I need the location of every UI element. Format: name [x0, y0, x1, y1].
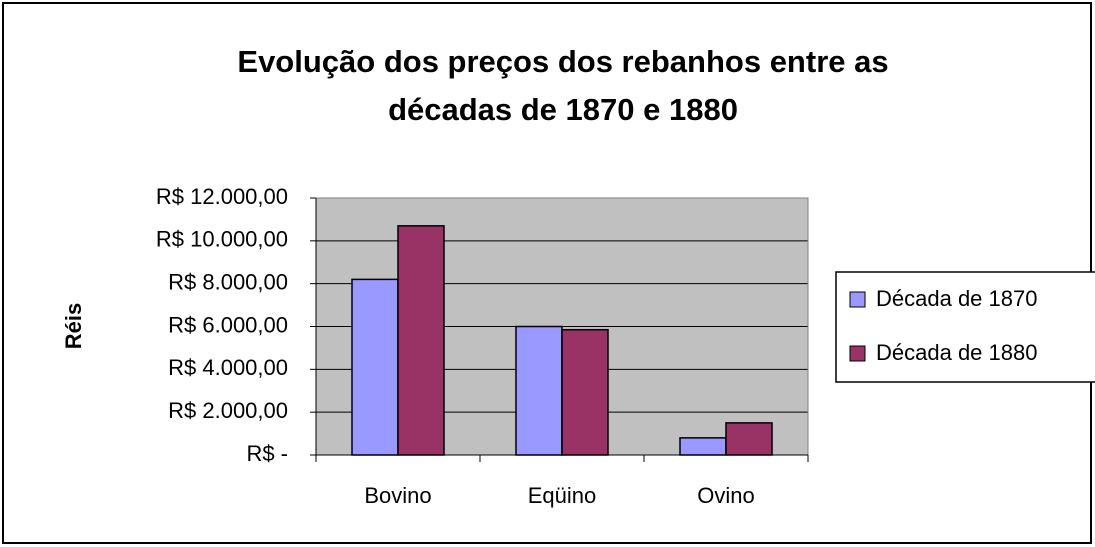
y-tick-label: R$ 10.000,00	[156, 227, 288, 252]
bar	[397, 225, 445, 456]
bar	[351, 278, 399, 456]
bar	[679, 437, 727, 456]
legend-label: Década de 1880	[876, 340, 1037, 365]
y-tick-label: R$ 2.000,00	[168, 398, 288, 423]
legend-swatch	[849, 291, 866, 308]
y-axis-label: Réis	[61, 303, 86, 349]
x-tick-label: Ovino	[697, 483, 754, 508]
y-tick-label: R$ 4.000,00	[168, 355, 288, 380]
x-tick-label: Eqüino	[528, 483, 597, 508]
legend-swatch	[849, 345, 866, 362]
y-tick-label: R$ 6.000,00	[168, 312, 288, 337]
legend-box	[835, 271, 1095, 383]
bar	[725, 422, 773, 456]
y-tick-label: R$ -	[246, 441, 288, 466]
bar	[561, 328, 609, 456]
x-tick-label: Bovino	[364, 483, 431, 508]
y-tick-label: R$ 12.000,00	[156, 184, 288, 209]
y-tick-label: R$ 8.000,00	[168, 269, 288, 294]
legend-label: Década de 1870	[876, 286, 1037, 311]
chart-title: Evolução dos preços dos rebanhos entre a…	[237, 44, 889, 127]
bar	[515, 325, 563, 456]
